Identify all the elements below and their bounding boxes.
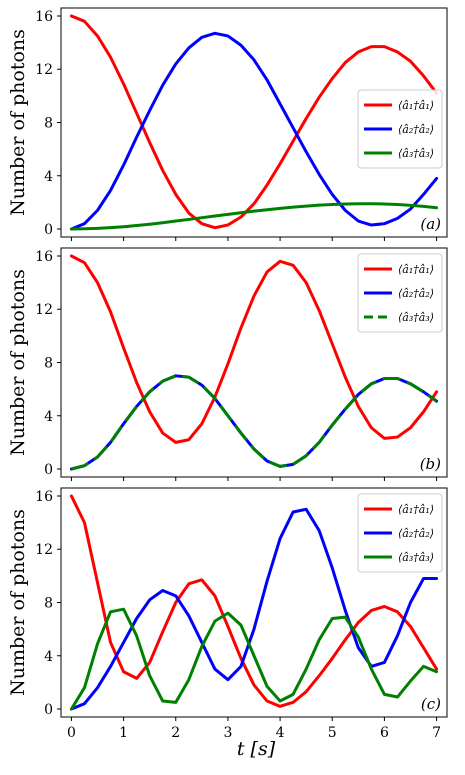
legend-entry: ⟨â₁†â₁⟩	[398, 503, 434, 516]
legend: ⟨â₁†â₁⟩ ⟨â₂†â₂⟩ ⟨â₃†â₃⟩	[357, 89, 443, 169]
legend-entry: ⟨â₃†â₃⟩	[398, 311, 434, 324]
legend: ⟨â₁†â₁⟩ ⟨â₂†â₂⟩ ⟨â₃†â₃⟩	[357, 253, 443, 333]
panel-label: (c)	[421, 695, 441, 713]
series-line-3	[69, 607, 439, 711]
legend-entry: ⟨â₃†â₃⟩	[398, 147, 434, 160]
x-tick-label: 0	[67, 725, 76, 741]
series-line-3	[71, 374, 438, 471]
y-tick-label: 12	[35, 62, 53, 78]
legend: ⟨â₁†â₁⟩ ⟨â₂†â₂⟩ ⟨â₃†â₃⟩	[357, 493, 443, 573]
series-line-3	[69, 202, 439, 231]
panel-label: (b)	[420, 455, 441, 473]
legend-box	[357, 493, 443, 573]
y-tick-label: 16	[35, 9, 53, 25]
x-tick-label: 5	[328, 725, 337, 741]
x-tick-label: 7	[432, 725, 441, 741]
y-tick-label: 0	[44, 222, 53, 238]
x-tick-label: 6	[380, 725, 389, 741]
panel-label: (a)	[420, 215, 441, 233]
panel-a: 0 4 8 12 16 Number of photons (a) ⟨â₁†â₁⟩ ⟨â₂†â₂…	[7, 7, 448, 241]
y-tick-label: 4	[44, 409, 53, 425]
x-tick-label: 3	[223, 725, 232, 741]
series-line-1	[69, 494, 439, 708]
legend-entry: ⟨â₁†â₁⟩	[398, 263, 434, 276]
y-tick-label: 16	[35, 489, 53, 505]
y-tick-label: 12	[35, 542, 53, 558]
series-line-1	[69, 14, 439, 230]
series-line-1	[69, 254, 439, 444]
series-lines	[69, 254, 439, 471]
x-axis-title: t [s]	[237, 738, 276, 760]
legend-entry: ⟨â₂†â₂⟩	[398, 527, 434, 540]
legend-entry: ⟨â₃†â₃⟩	[398, 551, 434, 564]
y-tick-label: 0	[44, 702, 53, 718]
y-tick-label: 8	[44, 596, 53, 612]
legend-box	[357, 89, 443, 169]
legend-box	[357, 253, 443, 333]
legend-entry: ⟨â₂†â₂⟩	[398, 287, 434, 300]
y-axis-title: Number of photons	[7, 509, 29, 696]
series-lines	[69, 494, 439, 711]
y-tick-label: 16	[35, 249, 53, 265]
y-tick-label: 4	[44, 169, 53, 185]
x-tick-label: 2	[171, 725, 180, 741]
legend-entry: ⟨â₂†â₂⟩	[398, 123, 434, 136]
legend-entry: ⟨â₁†â₁⟩	[398, 99, 434, 112]
panel-b: 0 4 8 12 16 Number of photons (b) ⟨â₁†â₁⟩ ⟨â₂†â₂…	[7, 247, 448, 481]
y-tick-label: 12	[35, 302, 53, 318]
y-tick-label: 0	[44, 462, 53, 478]
x-tick-label: 1	[119, 725, 128, 741]
series-line-2	[69, 31, 439, 231]
series-lines	[69, 14, 439, 231]
x-tick-label: 4	[276, 725, 285, 741]
y-tick-label: 8	[44, 116, 53, 132]
y-tick-label: 4	[44, 649, 53, 665]
y-axis-title: Number of photons	[7, 29, 29, 216]
y-axis-title: Number of photons	[7, 269, 29, 456]
series-line-2	[69, 374, 439, 471]
y-tick-label: 8	[44, 356, 53, 372]
